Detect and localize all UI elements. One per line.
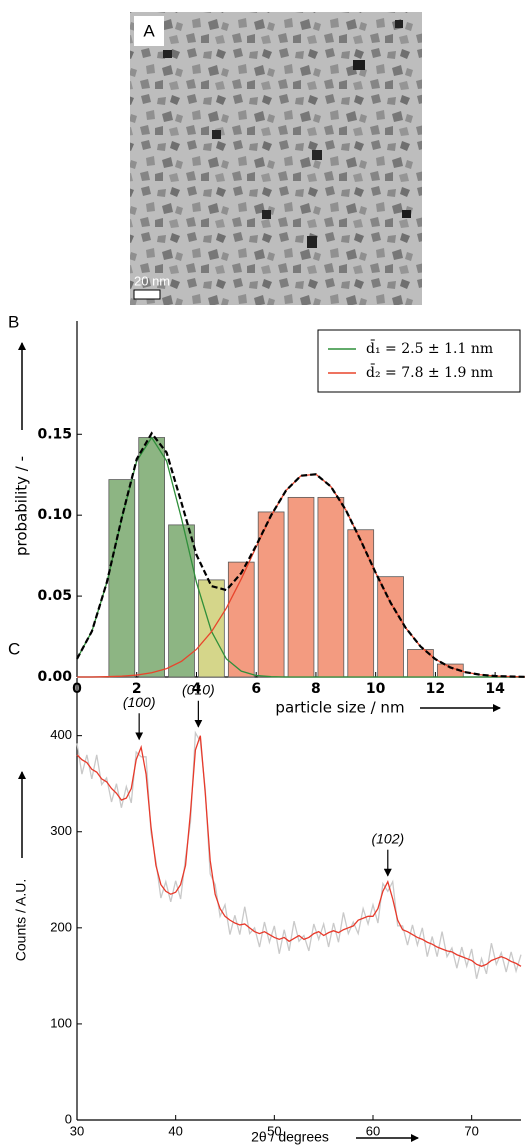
series-line bbox=[76, 735, 522, 967]
x-axis-label: 2θ / degrees bbox=[251, 1129, 329, 1145]
tem-image bbox=[130, 12, 422, 305]
panel-label: A bbox=[143, 21, 155, 40]
scale-bar bbox=[133, 289, 161, 300]
y-tick-label: 100 bbox=[50, 1015, 72, 1030]
x-tick-label: 2 bbox=[132, 681, 142, 697]
bar bbox=[168, 524, 195, 678]
bar bbox=[347, 529, 375, 678]
bar bbox=[257, 511, 285, 678]
bar bbox=[317, 496, 345, 678]
y-tick-label: 0.05 bbox=[37, 588, 72, 604]
bar bbox=[138, 437, 166, 678]
bar bbox=[377, 576, 404, 678]
bar bbox=[198, 579, 225, 678]
x-tick-label: 14 bbox=[485, 681, 505, 697]
x-axis-label: particle size / nm bbox=[275, 699, 404, 717]
y-tick-label: 200 bbox=[50, 919, 72, 934]
series-line bbox=[76, 431, 525, 678]
y-tick-label: 0.15 bbox=[37, 426, 72, 442]
dark-particle bbox=[307, 236, 317, 248]
series-line bbox=[76, 436, 525, 678]
x-tick-label: 60 bbox=[366, 1123, 380, 1138]
x-tick-label: 70 bbox=[464, 1123, 478, 1138]
legend-box bbox=[317, 329, 521, 393]
y-tick-label: 400 bbox=[50, 727, 72, 742]
dark-particle bbox=[262, 210, 271, 219]
annotation: (100) bbox=[123, 694, 156, 710]
x-tick-label: 12 bbox=[426, 681, 445, 697]
bar bbox=[287, 496, 315, 678]
scale-bar-label: 20 nm bbox=[134, 273, 170, 288]
y-tick-label: 0.10 bbox=[37, 507, 72, 523]
panel-label-box bbox=[134, 16, 164, 46]
y-tick-label: 300 bbox=[50, 823, 72, 838]
y-axis-label: probability / - bbox=[13, 456, 31, 556]
legend-label: d̄₂ = 7.8 ± 1.9 nm bbox=[366, 363, 493, 381]
dark-particle bbox=[353, 60, 365, 70]
bar bbox=[227, 561, 255, 678]
dark-particle bbox=[212, 130, 221, 139]
dark-particle bbox=[163, 50, 172, 58]
legend-label: d̄₁ = 2.5 ± 1.1 nm bbox=[366, 339, 493, 357]
panel-label: B bbox=[8, 312, 19, 331]
y-tick-label: 0.00 bbox=[37, 669, 72, 685]
x-tick-label: 10 bbox=[366, 681, 386, 697]
panel-label: C bbox=[8, 639, 20, 658]
x-tick-label: 4 bbox=[192, 681, 202, 697]
y-tick-label: 0 bbox=[65, 1111, 72, 1126]
x-tick-label: 6 bbox=[251, 681, 261, 697]
x-tick-label: 40 bbox=[168, 1123, 182, 1138]
dark-particle bbox=[312, 150, 322, 160]
annotation: (010) bbox=[182, 681, 215, 697]
x-tick-label: 50 bbox=[267, 1123, 281, 1138]
series-line bbox=[76, 730, 522, 979]
dark-particle bbox=[402, 210, 411, 218]
bar bbox=[108, 479, 136, 678]
x-tick-label: 8 bbox=[311, 681, 321, 697]
dark-particle bbox=[395, 20, 403, 28]
y-axis-label: Counts / A.U. bbox=[13, 879, 29, 961]
annotation: (102) bbox=[371, 830, 404, 846]
x-tick-label: 30 bbox=[70, 1123, 84, 1138]
